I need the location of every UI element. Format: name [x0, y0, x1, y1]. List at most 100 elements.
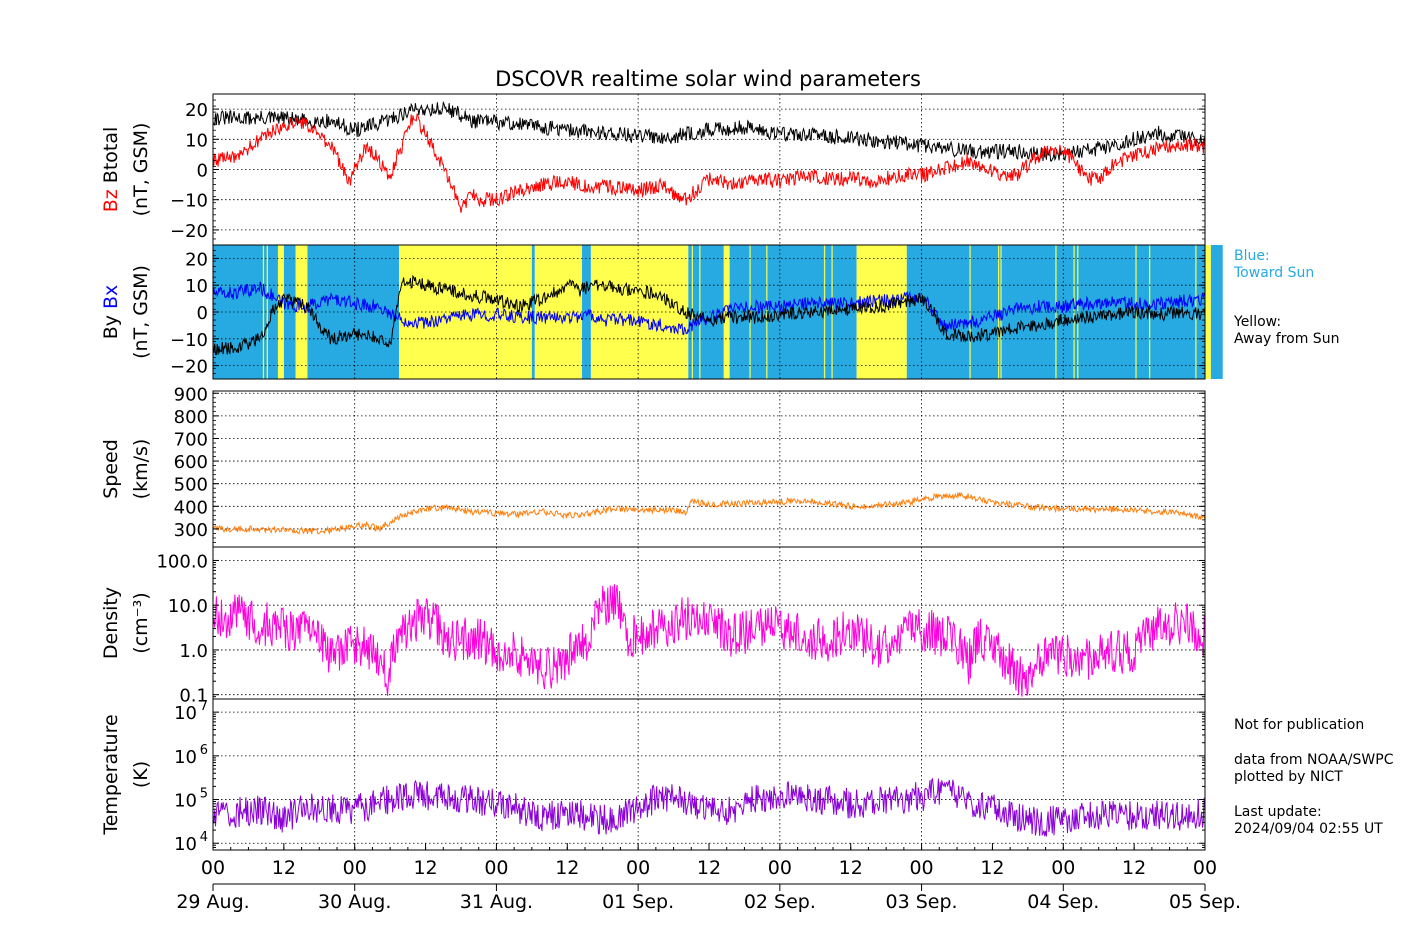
- ylabel-unit-speed: (km/s): [130, 439, 152, 500]
- sector-sliver: [1206, 245, 1208, 379]
- xtick-hour-label: 12: [980, 857, 1004, 879]
- date-label: 02 Sep.: [744, 891, 816, 913]
- xtick-hour-label: 00: [1051, 857, 1075, 879]
- ytick-label: −20: [170, 357, 208, 378]
- ytick-label: 100.0: [156, 551, 208, 572]
- sector-sliver: [635, 245, 637, 379]
- ylabel-mag-direction: By Bx: [100, 285, 122, 340]
- sector-band-away: [723, 245, 730, 379]
- ytick-label: 700: [174, 429, 208, 450]
- xtick-hour-label: 00: [909, 857, 933, 879]
- ylabel-part: Bx: [100, 285, 122, 315]
- ytick-exponent: 7: [200, 699, 208, 714]
- sector-sliver: [266, 245, 268, 379]
- sector-band-away: [590, 245, 689, 379]
- xtick-hour-label: 00: [626, 857, 650, 879]
- last-update-note: Last update: 2024/09/04 02:55 UT: [1234, 804, 1383, 837]
- ytick-label: 0: [197, 161, 208, 182]
- xtick-hour-label: 12: [413, 857, 437, 879]
- ytick-label: 10: [174, 791, 197, 812]
- chart-title: DSCOVR realtime solar wind parameters: [495, 67, 921, 91]
- sector-sliver: [823, 245, 826, 379]
- xtick-hour-label: 00: [343, 857, 367, 879]
- ylabel-speed: Speed: [100, 439, 122, 499]
- date-label: 29 Aug.: [176, 891, 249, 913]
- date-label: 03 Sep.: [886, 891, 958, 913]
- panel-frame: [212, 698, 1206, 851]
- ylabel-temperature: Temperature: [100, 714, 122, 835]
- ytick-label: −20: [170, 221, 208, 242]
- xtick-hour-label: 12: [697, 857, 721, 879]
- ylabel-part: Temperature: [100, 714, 122, 835]
- panels-group: 20 10 0 −10 −20 Bz Btotal (nT, GSM) 20 10 0 −10 −20…: [100, 93, 1223, 855]
- ytick-exponent: 4: [200, 830, 208, 845]
- legend-toward-sun: Blue: Toward Sun: [1234, 248, 1315, 281]
- ylabel-unit-mag-total: (nT, GSM): [130, 123, 152, 217]
- series-bz-line: [213, 113, 1205, 213]
- sector-band-away: [1205, 245, 1211, 379]
- ytick-exponent: 6: [200, 743, 208, 758]
- ytick-label: 10: [174, 703, 197, 724]
- ylabel-unit-density: (cm⁻³): [130, 592, 152, 653]
- panel-frame: [212, 390, 1206, 548]
- xtick-hour-label: 00: [768, 857, 792, 879]
- panel-mag-total: 20 10 0 −10 −20 Bz Btotal (nT, GSM): [100, 93, 1206, 246]
- sector-sliver: [766, 245, 768, 379]
- ytick-label: −10: [170, 191, 208, 212]
- ylabel-part: Density: [100, 587, 122, 659]
- time-axis: 00 12 00 12 00 12 00 12 00 12 00 12 00 12 00 29 Aug. 30 …: [176, 843, 1241, 913]
- date-label: 04 Sep.: [1027, 891, 1099, 913]
- sector-band-away: [277, 245, 284, 379]
- ytick-exponent: 5: [200, 787, 208, 802]
- data-source-note: data from NOAA/SWPC plotted by NICT: [1234, 752, 1394, 785]
- ytick-label: 10: [185, 130, 208, 151]
- panel-mag-direction: 20 10 0 −10 −20 By Bx (nT, GSM): [100, 244, 1223, 380]
- ytick-label: 600: [174, 452, 208, 473]
- series-btotal-line: [213, 100, 1205, 162]
- panel-density: 100.0 10.0 1.0 0.1 Density (cm⁻³): [100, 546, 1206, 707]
- sector-band-toward: [1210, 245, 1223, 379]
- sector-sliver: [699, 245, 701, 379]
- ylabel-mag-total: Bz Btotal: [100, 127, 122, 213]
- ytick-label: 10.0: [168, 596, 208, 617]
- ytick-label: 500: [174, 475, 208, 496]
- ytick-label: 10: [174, 747, 197, 768]
- ytick-label: 800: [174, 407, 208, 428]
- date-label: 30 Aug.: [318, 891, 391, 913]
- sector-sliver: [691, 245, 694, 379]
- series-density-line: [213, 584, 1205, 697]
- sector-sliver: [454, 245, 456, 379]
- xtick-hour-label: 12: [1122, 857, 1146, 879]
- series-bx-line: [213, 281, 1205, 336]
- xtick-hour-label: 12: [839, 857, 863, 879]
- ylabel-unit-mag-direction: (nT, GSM): [130, 265, 152, 359]
- xtick-hour-label: 00: [1193, 857, 1217, 879]
- xtick-hour-label: 00: [201, 857, 225, 879]
- ylabel-density: Density: [100, 587, 122, 659]
- sector-sliver: [282, 245, 284, 379]
- xtick-hour-label: 12: [555, 857, 579, 879]
- series-temperature-line: [213, 777, 1205, 837]
- ylabel-part: Btotal: [100, 127, 122, 190]
- ytick-label: 300: [174, 520, 208, 541]
- ytick-label: 10: [174, 834, 197, 855]
- xtick-hour-label: 00: [484, 857, 508, 879]
- ylabel-part: Speed: [100, 439, 122, 499]
- ytick-label: 1.0: [179, 641, 208, 662]
- ylabel-part: By: [100, 315, 122, 339]
- ytick-label: 20: [185, 249, 208, 270]
- legend-away-from-sun: Yellow: Away from Sun: [1234, 314, 1340, 347]
- ylabel-unit-temperature: (K): [130, 761, 152, 788]
- date-label: 01 Sep.: [602, 891, 674, 913]
- sector-sliver: [262, 245, 265, 379]
- ytick-label: 400: [174, 497, 208, 518]
- xtick-hour-label: 12: [272, 857, 296, 879]
- ytick-label: 10: [185, 276, 208, 297]
- date-label: 31 Aug.: [460, 891, 533, 913]
- not-for-publication-note: Not for publication: [1234, 717, 1365, 733]
- ylabel-part: Bz: [100, 189, 122, 212]
- ytick-label: 20: [185, 100, 208, 121]
- sector-sliver: [578, 245, 581, 379]
